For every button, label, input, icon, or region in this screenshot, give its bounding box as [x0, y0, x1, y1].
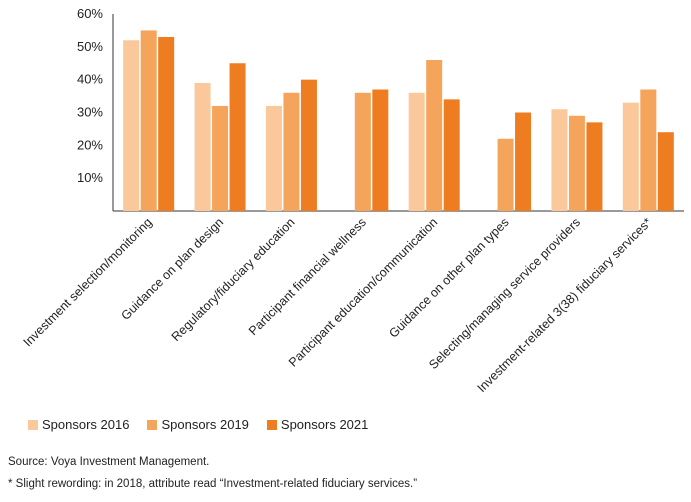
- bar-sponsors-2019-2: [283, 92, 300, 211]
- legend-swatch-2021: [266, 419, 277, 430]
- category-label: Selecting/managing service providers: [426, 215, 583, 372]
- y-tick-label: 30%: [77, 105, 103, 120]
- bar-sponsors-2021-3: [372, 89, 389, 211]
- legend: Sponsors 2016 Sponsors 2019 Sponsors 202…: [28, 417, 368, 432]
- legend-label-2021: Sponsors 2021: [280, 417, 369, 432]
- legend-item-2019: Sponsors 2019: [147, 417, 249, 432]
- bar-chart: 10% 20% 30% 40% 50% 60% Investment selection/…: [21, 6, 684, 395]
- category-label: Participant financial wellness: [246, 215, 369, 338]
- bar-sponsors-2019-6: [568, 115, 585, 211]
- bar-sponsors-2016-7: [622, 102, 639, 211]
- y-tick-label: 60%: [77, 6, 103, 21]
- chart-bars: [123, 30, 674, 212]
- legend-item-2016: Sponsors 2016: [28, 417, 129, 432]
- category-label: Guidance on other plan types: [386, 215, 511, 340]
- bar-sponsors-2021-5: [515, 112, 532, 211]
- bar-sponsors-2016-0: [123, 40, 140, 212]
- y-tick-labels: 10% 20% 30% 40% 50% 60%: [77, 6, 103, 185]
- legend-label-2016: Sponsors 2016: [42, 417, 130, 432]
- category-label: Regulatory/fiduciary education: [169, 215, 298, 344]
- y-tick-label: 10%: [77, 170, 103, 185]
- bar-sponsors-2016-2: [265, 105, 282, 211]
- bar-sponsors-2016-4: [408, 92, 425, 211]
- bar-sponsors-2019-3: [354, 92, 371, 211]
- y-tick-label: 20%: [77, 137, 103, 152]
- bar-sponsors-2016-6: [551, 109, 568, 211]
- legend-swatch-2016: [28, 419, 38, 430]
- bar-sponsors-2019-4: [426, 59, 443, 211]
- bar-sponsors-2019-5: [497, 138, 514, 211]
- bar-sponsors-2021-2: [300, 79, 317, 212]
- bar-sponsors-2021-0: [158, 36, 175, 211]
- bar-sponsors-2019-1: [212, 105, 229, 211]
- source-note: Source: Voya Investment Management.: [8, 456, 210, 468]
- category-labels: Investment selection/monitoring Guidance …: [21, 215, 655, 395]
- legend-label-2019: Sponsors 2019: [161, 417, 249, 432]
- bar-sponsors-2021-6: [586, 122, 603, 211]
- bar-sponsors-2021-1: [229, 63, 246, 211]
- footnote: * Slight rewording: in 2018, attribute r…: [8, 478, 418, 490]
- bar-sponsors-2019-7: [640, 89, 657, 211]
- bar-sponsors-2019-0: [140, 30, 157, 211]
- bar-sponsors-2021-7: [657, 132, 674, 211]
- bar-sponsors-2016-1: [194, 82, 211, 211]
- category-label: Participant education/communication: [286, 215, 440, 369]
- y-tick-label: 50%: [77, 39, 103, 54]
- bar-sponsors-2021-4: [443, 99, 460, 211]
- category-label: Investment selection/monitoring: [21, 215, 155, 349]
- legend-item-2021: Sponsors 2021: [266, 417, 369, 432]
- legend-swatch-2019: [147, 419, 158, 430]
- y-tick-label: 40%: [77, 72, 103, 87]
